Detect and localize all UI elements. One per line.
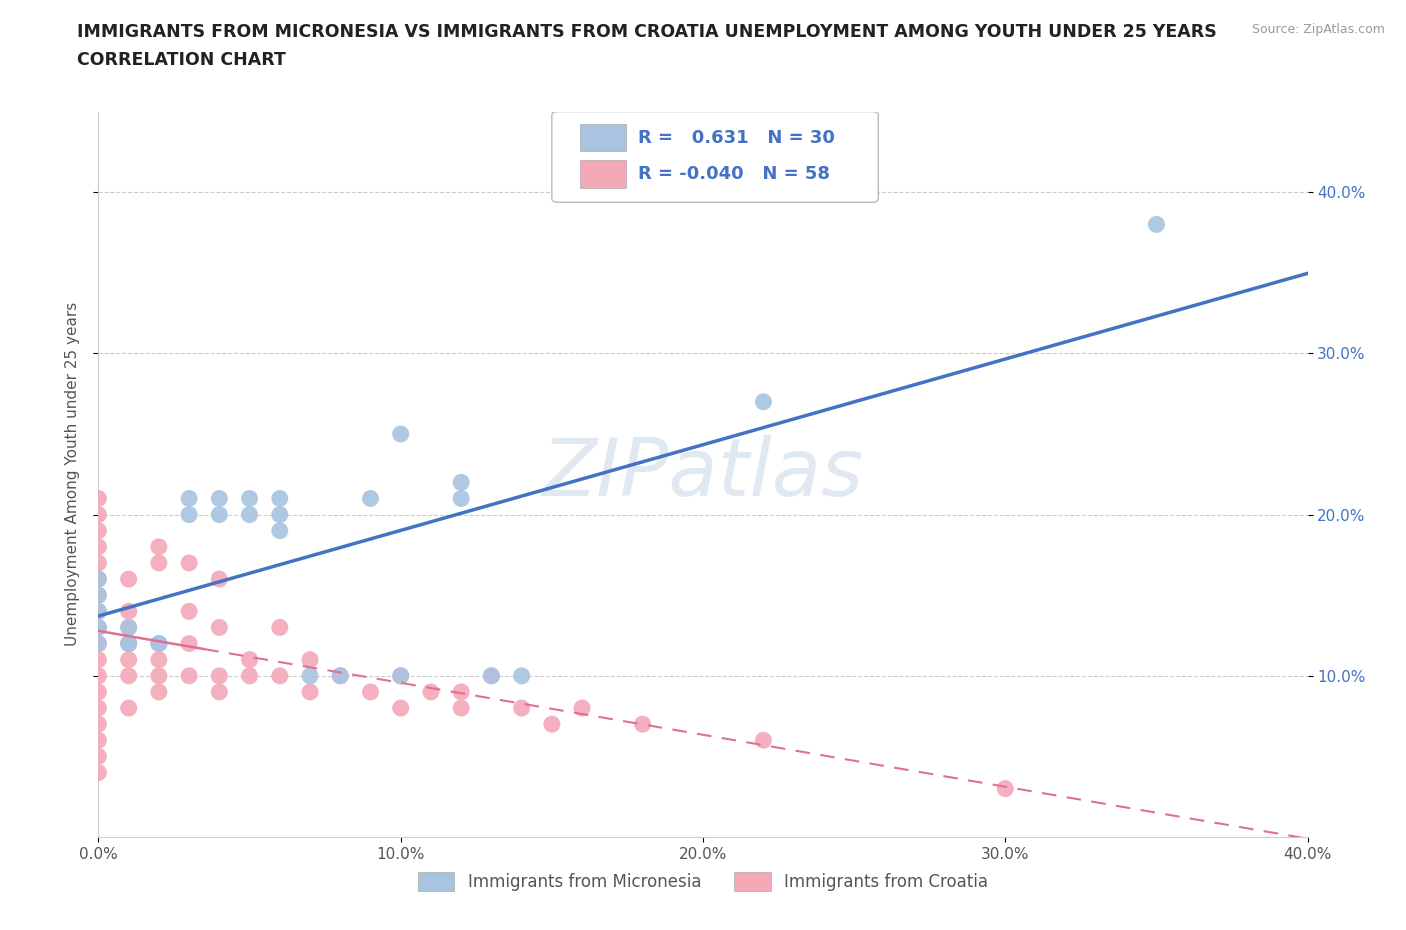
Point [208, 684, 231, 699]
Point [481, 669, 503, 684]
Point [299, 684, 322, 699]
Point [329, 669, 352, 684]
Point [420, 684, 443, 699]
Point [269, 620, 291, 635]
Point [148, 539, 170, 554]
Point [481, 669, 503, 684]
Point [208, 491, 231, 506]
Point [87, 765, 110, 780]
Point [389, 700, 412, 715]
Point [118, 652, 141, 667]
Point [360, 684, 382, 699]
Point [87, 588, 110, 603]
Point [631, 717, 654, 732]
Point [571, 700, 593, 715]
Point [87, 572, 110, 587]
Point [148, 669, 170, 684]
Point [269, 524, 291, 538]
Point [118, 620, 141, 635]
Point [87, 604, 110, 618]
Point [208, 620, 231, 635]
Text: ZIPatlas: ZIPatlas [541, 435, 865, 513]
Point [360, 491, 382, 506]
Point [179, 604, 201, 618]
Point [148, 652, 170, 667]
Point [389, 669, 412, 684]
Point [269, 507, 291, 522]
Point [450, 684, 472, 699]
Point [179, 669, 201, 684]
FancyBboxPatch shape [551, 112, 879, 203]
Point [87, 749, 110, 764]
Point [87, 669, 110, 684]
Point [179, 507, 201, 522]
Point [450, 491, 472, 506]
Point [510, 669, 533, 684]
Point [239, 652, 262, 667]
FancyBboxPatch shape [579, 124, 626, 152]
Point [994, 781, 1017, 796]
Point [87, 636, 110, 651]
Point [239, 507, 262, 522]
Text: R =   0.631   N = 30: R = 0.631 N = 30 [638, 128, 835, 147]
Text: Source: ZipAtlas.com: Source: ZipAtlas.com [1251, 23, 1385, 36]
Point [239, 491, 262, 506]
Point [87, 684, 110, 699]
Legend: Immigrants from Micronesia, Immigrants from Croatia: Immigrants from Micronesia, Immigrants f… [411, 865, 995, 897]
Point [87, 717, 110, 732]
Point [87, 572, 110, 587]
Point [299, 669, 322, 684]
Point [87, 733, 110, 748]
Point [87, 652, 110, 667]
Text: R = -0.040   N = 58: R = -0.040 N = 58 [638, 165, 830, 183]
Point [208, 669, 231, 684]
Point [118, 636, 141, 651]
Point [208, 572, 231, 587]
Point [179, 636, 201, 651]
Point [269, 669, 291, 684]
Point [208, 507, 231, 522]
Point [87, 620, 110, 635]
Point [450, 700, 472, 715]
Point [118, 620, 141, 635]
Point [179, 555, 201, 570]
Point [118, 572, 141, 587]
Point [87, 524, 110, 538]
Point [389, 669, 412, 684]
Point [87, 604, 110, 618]
Point [752, 394, 775, 409]
Point [87, 620, 110, 635]
Point [148, 636, 170, 651]
Point [118, 669, 141, 684]
Point [87, 636, 110, 651]
Point [118, 700, 141, 715]
Point [87, 507, 110, 522]
Point [389, 427, 412, 442]
Point [450, 475, 472, 490]
Point [329, 669, 352, 684]
Point [299, 652, 322, 667]
Point [118, 604, 141, 618]
Point [87, 539, 110, 554]
Y-axis label: Unemployment Among Youth under 25 years: Unemployment Among Youth under 25 years [65, 302, 80, 646]
Point [540, 717, 562, 732]
FancyBboxPatch shape [579, 160, 626, 188]
Point [87, 491, 110, 506]
Point [269, 491, 291, 506]
Point [118, 636, 141, 651]
Text: IMMIGRANTS FROM MICRONESIA VS IMMIGRANTS FROM CROATIA UNEMPLOYMENT AMONG YOUTH U: IMMIGRANTS FROM MICRONESIA VS IMMIGRANTS… [77, 23, 1218, 41]
Point [239, 669, 262, 684]
Point [118, 636, 141, 651]
Point [87, 700, 110, 715]
Point [148, 636, 170, 651]
Point [148, 555, 170, 570]
Point [148, 684, 170, 699]
Text: CORRELATION CHART: CORRELATION CHART [77, 51, 287, 69]
Point [87, 588, 110, 603]
Point [752, 733, 775, 748]
Point [87, 555, 110, 570]
Point [179, 491, 201, 506]
Point [1144, 217, 1167, 232]
Point [510, 700, 533, 715]
